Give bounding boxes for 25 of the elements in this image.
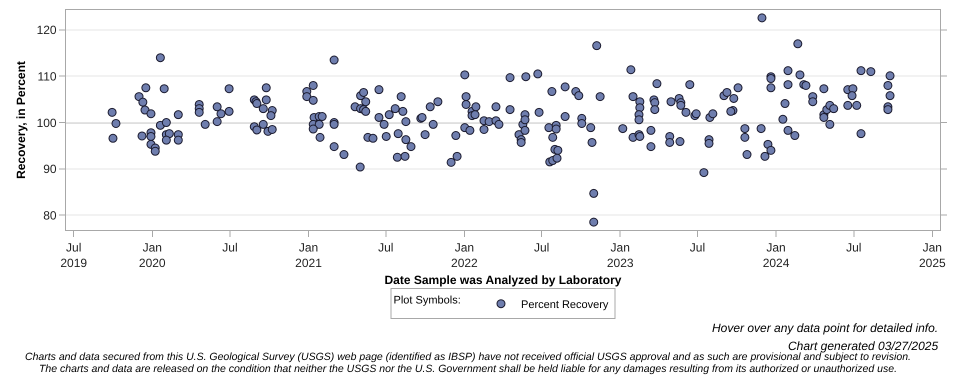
x-tick-label: Jan 2023	[606, 240, 634, 270]
y-tick-label: 80	[43, 208, 57, 222]
y-tick-label: 110	[37, 69, 57, 84]
legend-label: Percent Recovery	[520, 298, 609, 311]
x-tick-label: Jan 2024	[762, 240, 790, 270]
text: Chart generated 03/27/2025	[788, 339, 938, 353]
x-tick-label: Jul	[690, 240, 706, 254]
x-axis-title: Date Sample was Analyzed by Laboratory	[384, 272, 622, 287]
x-tick-label: Jul 2019	[60, 240, 88, 270]
x-tick-label: Jul	[222, 240, 238, 254]
x-tick-label: Jul	[378, 240, 394, 254]
x-tick-label: Jan 2025	[918, 240, 946, 270]
y-axis-title: Recovery, in Percent	[14, 61, 28, 179]
x-tick-label: Jul	[846, 240, 862, 254]
x-tick-label: Jan 2022	[451, 240, 478, 270]
x-tick-label: Jan 2020	[138, 240, 166, 270]
text: Charts and data secured from this U.S. Geological Survey (USGS) web page (identified as IBSP) have not received official USGS approval and as such are provisional and subject to revision.	[25, 351, 911, 363]
x-tick-label: Jan 2021	[295, 240, 322, 270]
x-tick-label: Jul	[534, 240, 550, 254]
text: The charts and data are released on the condition that neither the USGS nor the U.S. Government shall be held liable for any damages resulting from its authorized or unauthorized use.	[39, 363, 897, 375]
y-tick-label: 90	[43, 162, 57, 176]
legend-title: Plot Symbols:	[394, 294, 473, 306]
y-tick-label: 120	[36, 23, 57, 38]
text: Hover over any data point for detailed info.	[712, 321, 938, 335]
y-tick-label: 100	[36, 116, 57, 130]
